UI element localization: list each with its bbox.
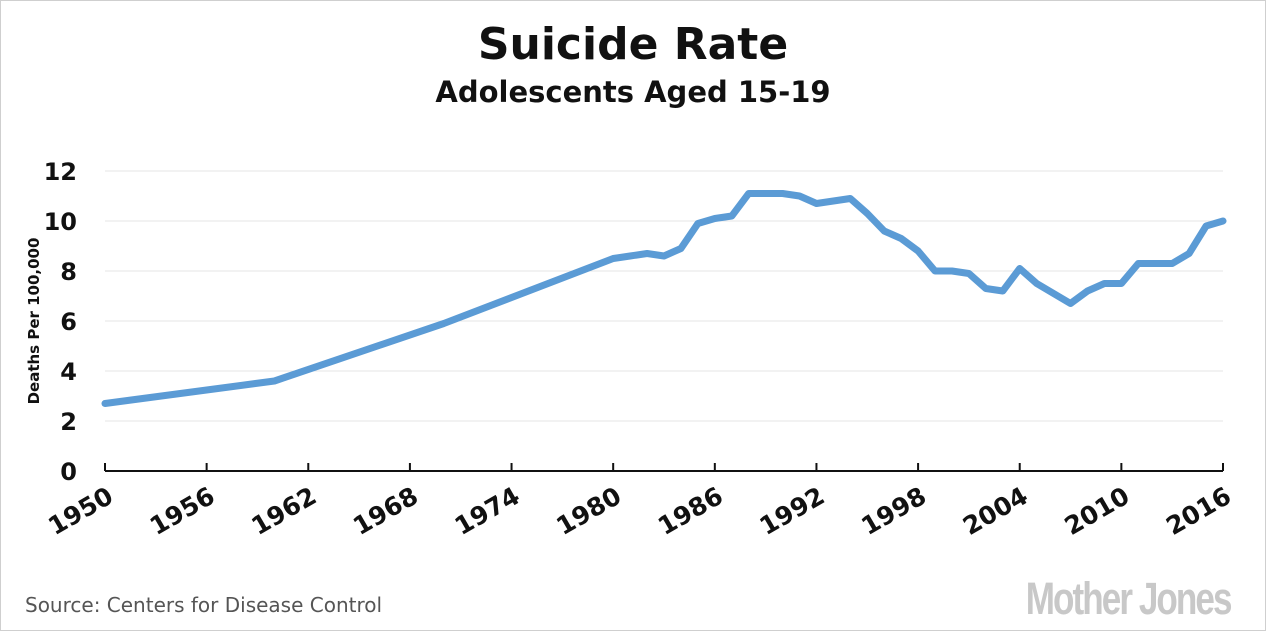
y-tick-label: 4 — [60, 358, 77, 386]
x-tick-label: 2010 — [1060, 481, 1135, 541]
x-tick-label: 1950 — [43, 481, 118, 541]
y-tick-label: 6 — [60, 308, 77, 336]
y-tick-label: 0 — [60, 458, 77, 486]
x-tick-label: 1956 — [145, 481, 220, 541]
chart-subtitle: Adolescents Aged 15-19 — [435, 75, 831, 109]
x-tick-label: 1992 — [755, 481, 830, 541]
x-tick-label: 1968 — [348, 481, 423, 541]
y-axis-label: Deaths Per 100,000 — [25, 238, 43, 405]
mother-jones-logo: Mother Jones — [1026, 573, 1233, 624]
source-note: Source: Centers for Disease Control — [25, 593, 383, 617]
x-tick-label: 1974 — [450, 481, 525, 541]
y-tick-label: 12 — [44, 158, 77, 186]
y-tick-label: 2 — [60, 408, 77, 436]
y-tick-label: 8 — [60, 258, 77, 286]
x-tick-label: 1980 — [551, 481, 626, 541]
x-tick-label: 1998 — [856, 481, 931, 541]
y-tick-label: 10 — [44, 208, 77, 236]
x-tick-label: 2016 — [1161, 481, 1236, 541]
x-tick-label: 1986 — [653, 481, 728, 541]
x-tick-label: 1962 — [247, 481, 322, 541]
series-line — [101, 190, 1227, 407]
chart-title: Suicide Rate — [477, 19, 789, 70]
x-tick-label: 2004 — [958, 481, 1033, 541]
